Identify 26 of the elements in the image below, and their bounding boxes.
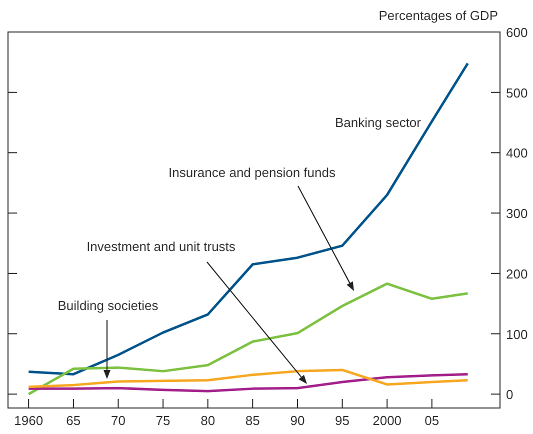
y-tick-label: 600	[506, 25, 528, 40]
x-tick-label: 2000	[372, 413, 402, 428]
y-tick-label: 100	[506, 326, 528, 342]
y-tick-label: 500	[506, 85, 528, 100]
y-tick-label: 400	[506, 146, 528, 161]
line-series	[27, 282, 469, 396]
x-tick-label: 80	[200, 413, 216, 428]
line-series	[27, 372, 469, 392]
x-tick-label: 65	[66, 413, 81, 428]
text: Insurance and pension funds	[168, 165, 336, 180]
text: Building societies	[58, 298, 159, 313]
y-axis-title: Percentages of GDP	[378, 8, 498, 23]
x-tick-label: 1960	[14, 413, 44, 428]
x-tick-label: 90	[290, 413, 305, 428]
line-series	[27, 62, 469, 376]
x-tick-label: 85	[245, 413, 260, 428]
text: Investment and unit trusts	[86, 239, 236, 254]
x-tick-label: 70	[110, 413, 126, 428]
y-tick-label: 200	[506, 266, 528, 282]
series-label: Banking sector	[335, 115, 422, 130]
x-tick-label: 05	[424, 413, 440, 428]
line-series	[27, 368, 469, 388]
y-tick-label: 300	[506, 206, 528, 222]
x-tick-label: 95	[335, 413, 350, 428]
y-tick-label: 0	[506, 387, 514, 402]
x-tick-label: 75	[156, 413, 170, 428]
